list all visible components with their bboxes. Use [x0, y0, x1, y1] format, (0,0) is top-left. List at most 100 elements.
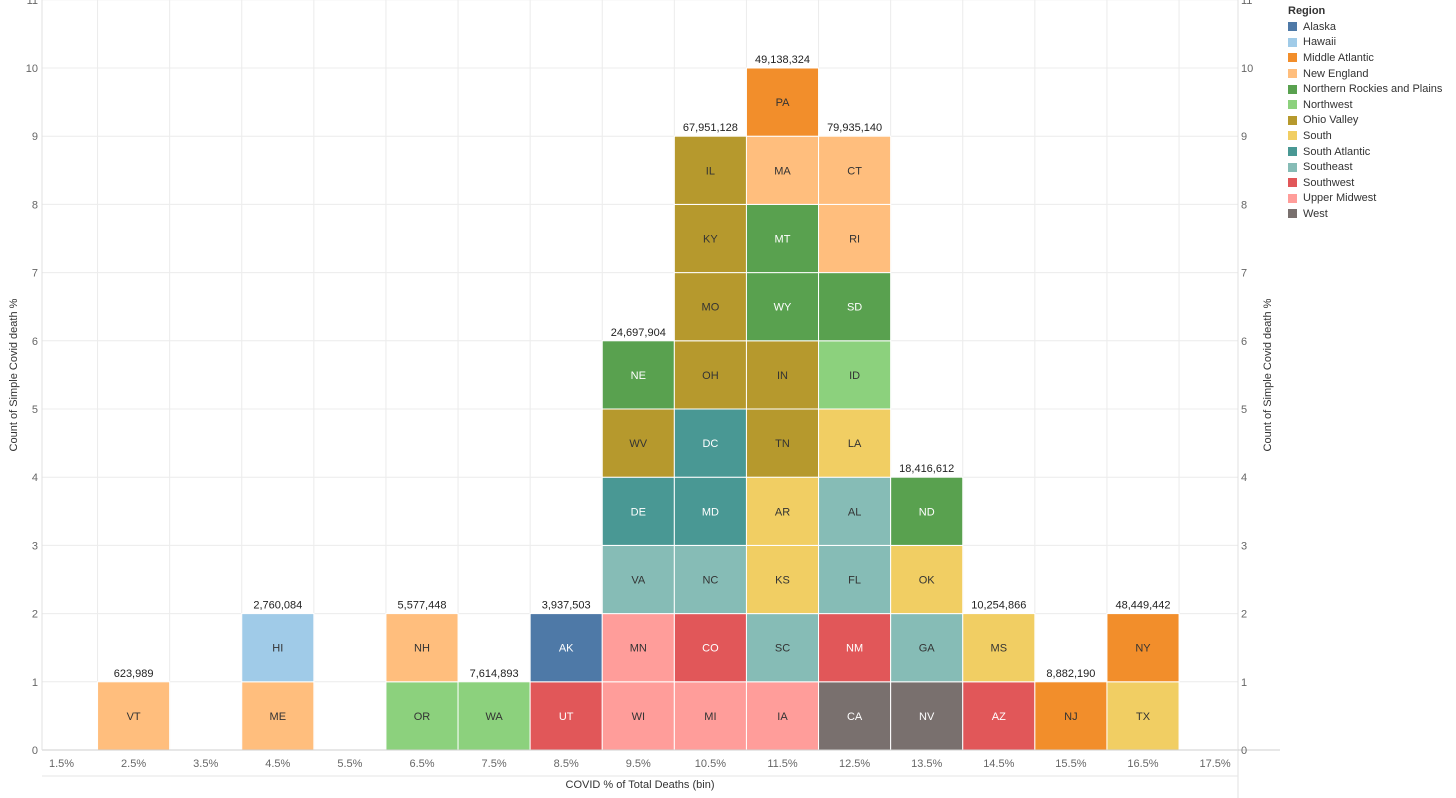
legend-swatch — [1288, 147, 1297, 157]
legend-label: New England — [1303, 67, 1369, 80]
cell-label-in: IN — [777, 370, 788, 382]
cell-label-or: OR — [414, 711, 431, 723]
legend-swatch — [1288, 100, 1297, 110]
bar-total-label: 3,937,503 — [542, 600, 591, 612]
bar-total-label: 79,935,140 — [827, 122, 882, 134]
cell-label-wi: WI — [632, 711, 645, 723]
x-tick-label: 7.5% — [482, 758, 507, 770]
x-tick-label: 2.5% — [121, 758, 146, 770]
cell-label-la: LA — [848, 438, 862, 450]
bar-cell-wv — [601, 408, 675, 478]
cell-label-pa: PA — [776, 97, 791, 109]
legend-item: Alaska — [1288, 19, 1456, 35]
x-tick-label: 3.5% — [193, 758, 218, 770]
cell-label-dc: DC — [702, 438, 718, 450]
y-tick-label-left: 4 — [32, 472, 38, 484]
y-tick-label-left: 0 — [32, 745, 38, 757]
cell-label-wv: WV — [629, 438, 647, 450]
y-tick-label-left: 8 — [32, 199, 38, 211]
cell-label-ok: OK — [919, 575, 936, 587]
x-tick-label: 10.5% — [695, 758, 726, 770]
bar-cell-ca — [818, 681, 892, 751]
bar-cell-nc — [673, 544, 747, 615]
y-tick-label-right: 9 — [1241, 131, 1247, 143]
bar-cell-il — [673, 135, 747, 205]
bar-cell-sd — [818, 272, 892, 342]
legend-label: West — [1303, 207, 1328, 220]
legend-label: Southeast — [1303, 161, 1353, 174]
bar-cell-mt — [745, 203, 820, 274]
legend-item: Southwest — [1288, 175, 1456, 191]
cell-label-nd: ND — [919, 506, 935, 518]
legend-label: Northwest — [1303, 98, 1353, 111]
cell-label-de: DE — [631, 506, 646, 518]
cell-label-vt: VT — [127, 711, 141, 723]
x-axis-title: COVID % of Total Deaths (bin) — [566, 779, 715, 791]
legend-label: Alaska — [1303, 20, 1337, 33]
legend-item: West — [1288, 206, 1456, 222]
x-tick-label: 6.5% — [409, 758, 434, 770]
y-tick-label-left: 3 — [32, 540, 38, 552]
x-tick-label: 8.5% — [554, 758, 579, 770]
x-tick-label: 15.5% — [1055, 758, 1086, 770]
cell-label-ga: GA — [919, 643, 936, 655]
bar-total-label: 623,989 — [114, 668, 154, 680]
y-tick-label-left: 9 — [32, 131, 38, 143]
legend-swatch — [1288, 84, 1297, 94]
legend-item: Hawaii — [1288, 35, 1456, 51]
cell-label-al: AL — [848, 506, 861, 518]
legend-item: Northern Rockies and Plains — [1288, 81, 1456, 97]
cell-label-nm: NM — [846, 643, 863, 655]
legend-item: Ohio Valley — [1288, 113, 1456, 129]
bar-cell-fl — [818, 544, 892, 615]
bar-cell-wa — [457, 681, 531, 751]
x-tick-label: 17.5% — [1199, 758, 1230, 770]
axes — [41, 0, 1280, 798]
bar-total-label: 7,614,893 — [470, 668, 519, 680]
cell-label-nc: NC — [702, 575, 718, 587]
y-tick-label-left: 7 — [32, 268, 38, 280]
bar-cell-hi — [241, 613, 315, 683]
bar-cell-tn — [745, 408, 820, 478]
cell-label-nj: NJ — [1064, 711, 1077, 723]
legend-item: New England — [1288, 66, 1456, 82]
bar-total-label: 49,138,324 — [755, 54, 810, 66]
y-tick-label-right: 8 — [1241, 199, 1247, 211]
bar-cell-ma — [745, 135, 820, 205]
cell-label-ks: KS — [775, 575, 790, 587]
legend-swatch — [1288, 37, 1297, 47]
legend-title: Region — [1288, 5, 1326, 17]
cell-label-sc: SC — [775, 643, 790, 655]
cell-label-il: IL — [706, 165, 715, 177]
legend-label: Northern Rockies and Plains — [1303, 83, 1443, 96]
legend-item: Southeast — [1288, 159, 1456, 175]
x-tick-label: 9.5% — [626, 758, 651, 770]
cell-label-nh: NH — [414, 643, 430, 655]
y-tick-label-left: 5 — [32, 404, 38, 416]
cell-label-mo: MO — [702, 302, 720, 314]
x-tick-label: 13.5% — [911, 758, 942, 770]
bar-cell-ky — [673, 203, 747, 274]
y-tick-label-right: 6 — [1241, 336, 1247, 348]
bar-cell-pa — [745, 67, 820, 137]
cell-label-mn: MN — [630, 643, 647, 655]
y-axis-title-right: Count of Simple Covid death % — [1262, 298, 1274, 451]
cell-label-ma: MA — [774, 165, 791, 177]
cell-label-me: ME — [270, 711, 287, 723]
bar-cell-ms — [962, 613, 1036, 683]
legend-item: Northwest — [1288, 97, 1456, 113]
cell-label-va: VA — [631, 575, 646, 587]
y-tick-label-right: 2 — [1241, 609, 1247, 621]
legend-label: South Atlantic — [1303, 145, 1371, 158]
bar-cell-mo — [673, 272, 747, 342]
cell-label-tx: TX — [1136, 711, 1151, 723]
bar-cell-or — [385, 681, 459, 751]
legend-item: South — [1288, 128, 1456, 144]
legend-swatch — [1288, 178, 1297, 188]
y-tick-label-right: 5 — [1241, 404, 1247, 416]
bar-cell-ak — [529, 613, 603, 683]
cell-label-az: AZ — [992, 711, 1006, 723]
bar-cell-de — [601, 476, 675, 546]
y-tick-label-right: 3 — [1241, 540, 1247, 552]
